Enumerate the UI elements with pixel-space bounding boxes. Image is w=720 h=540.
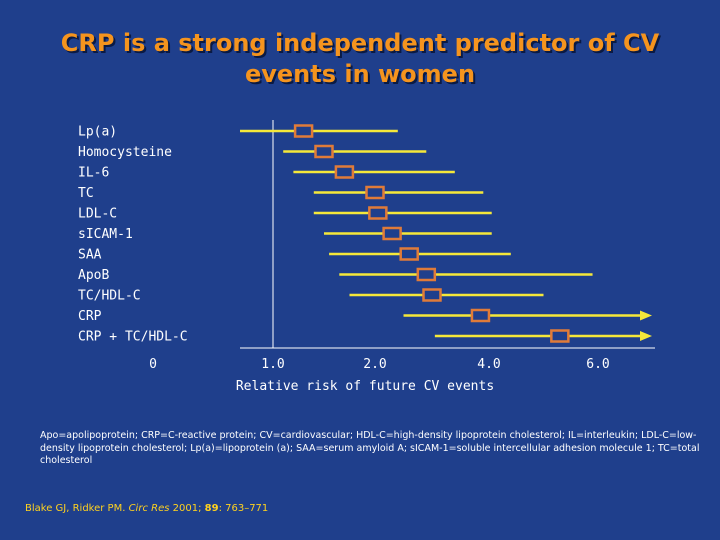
ci-row — [403, 308, 652, 323]
row-label: TC/HDL-C — [78, 289, 141, 304]
ci-arrowhead — [640, 310, 652, 321]
row-label: sICAM-1 — [78, 227, 133, 242]
ci-row — [313, 185, 484, 200]
row-label: LDL-C — [78, 207, 117, 222]
ci-row — [240, 124, 398, 138]
row-label: Homocysteine — [78, 145, 172, 160]
citation-year: 2001; — [172, 503, 202, 514]
citation-volume: 89 — [204, 503, 219, 514]
row-label: CRP — [78, 309, 102, 324]
row-label: CRP + TC/HDL-C — [78, 330, 188, 345]
row-label: IL-6 — [78, 166, 109, 181]
x-tick-label: 6.0 — [586, 357, 609, 372]
forest-plot: Lp(a) Homocysteine IL-6 TC LDL-C sICAM-1 SAA Ap… — [78, 120, 655, 394]
point-estimate-marker — [368, 206, 388, 220]
axes — [240, 120, 655, 349]
x-tick-labels: 0 1.0 2.0 4.0 6.0 — [149, 357, 610, 372]
citation-journal: Circ Res — [128, 503, 170, 514]
point-estimate-marker — [399, 247, 419, 261]
point-estimate-marker — [422, 288, 442, 302]
confidence-intervals — [240, 124, 652, 343]
ci-row — [434, 329, 652, 343]
ci-row — [283, 144, 427, 159]
x-tick-label: 2.0 — [363, 357, 386, 372]
row-label: TC — [78, 186, 94, 201]
point-estimate-marker — [416, 267, 437, 282]
point-estimate-marker — [334, 165, 355, 179]
citation-authors: Blake GJ, Ridker PM. — [25, 503, 126, 514]
slide-title-line-1: CRP is a strong independent predictor of… — [60, 29, 660, 57]
row-label: SAA — [78, 248, 102, 263]
x-tick-label: 0 — [149, 357, 157, 372]
row-label: Lp(a) — [78, 125, 117, 140]
x-tick-label: 4.0 — [477, 357, 500, 372]
x-axis-label: Relative risk of future CV events — [236, 379, 494, 394]
slide-title: CRP is a strong independent predictor of… — [0, 28, 720, 90]
point-estimate-marker — [365, 185, 385, 200]
point-estimate-marker — [314, 144, 334, 159]
ci-row — [349, 288, 544, 302]
ci-arrowhead — [640, 331, 652, 341]
point-estimate-marker — [470, 308, 491, 323]
ci-row — [339, 267, 593, 282]
ci-row — [324, 226, 492, 241]
ci-row — [293, 165, 455, 179]
ci-row — [313, 206, 492, 220]
row-label: ApoB — [78, 268, 109, 283]
slide-title-line-2: events in women — [244, 60, 476, 88]
row-labels: Lp(a) Homocysteine IL-6 TC LDL-C sICAM-1 SAA Ap… — [78, 125, 188, 345]
citation-pages: : 763–771 — [218, 503, 269, 514]
x-tick-label: 1.0 — [261, 357, 284, 372]
abbreviations-footnote: Apo=apolipoprotein; CRP=C-reactive prote… — [40, 430, 700, 466]
point-estimate-marker — [550, 329, 570, 343]
point-estimate-marker — [382, 226, 402, 241]
point-estimate-marker — [293, 124, 314, 138]
citation: Blake GJ, Ridker PM. Circ Res 2001; 89: … — [25, 503, 268, 514]
ci-row — [329, 247, 511, 261]
